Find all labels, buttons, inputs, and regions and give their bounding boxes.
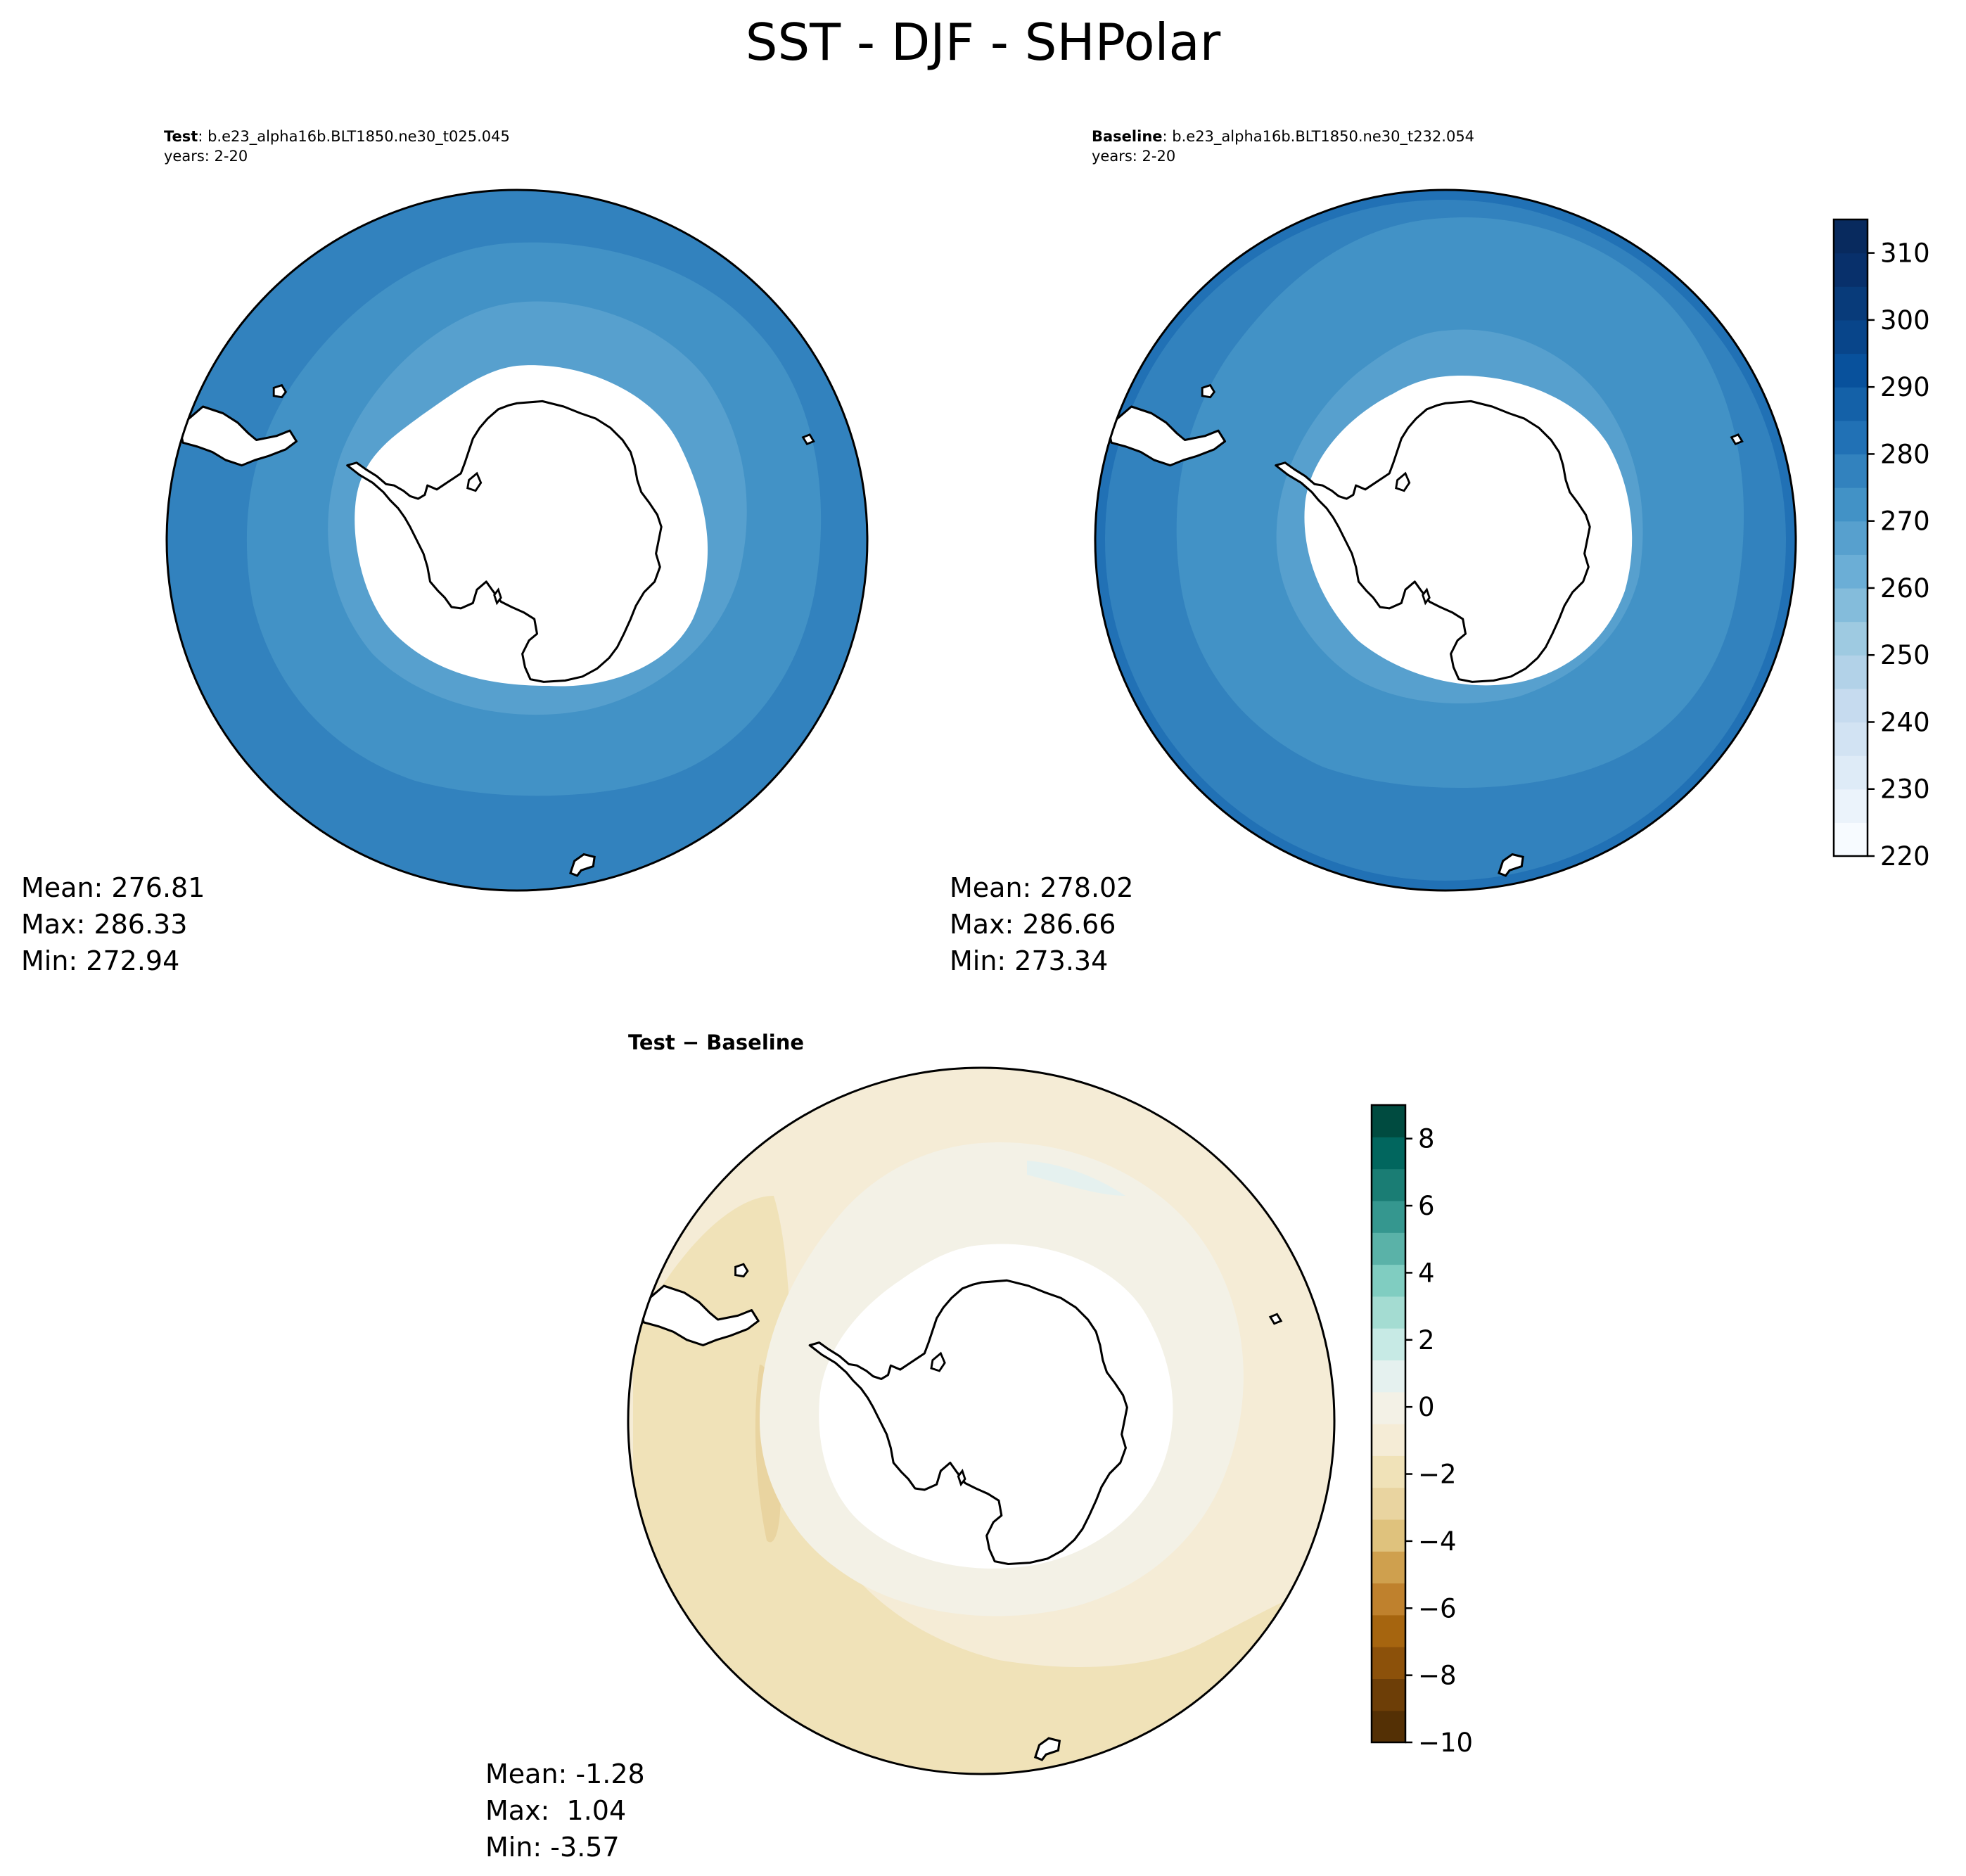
diff-colorbar-color-segment: [1372, 1424, 1405, 1456]
sst-colorbar-tick-label: 270: [1880, 506, 1930, 537]
test-mean: Mean: 276.81: [21, 872, 205, 903]
sst-colorbar-color-segment: [1834, 219, 1868, 254]
sst-colorbar-tick-label: 260: [1880, 573, 1930, 604]
diff-colorbar-color-segment: [1372, 1551, 1405, 1584]
sst-colorbar-color-segment: [1834, 286, 1868, 321]
diff-colorbar-frame: [1370, 1104, 1407, 1744]
difference-mean: Mean: -1.28: [485, 1759, 645, 1789]
sst-colorbar-tick-label: 230: [1880, 774, 1930, 805]
diff-colorbar-color-segment: [1372, 1519, 1405, 1552]
diff-colorbar-tick-label: 4: [1418, 1258, 1435, 1288]
sst-colorbar-frame: [1832, 218, 1869, 857]
sst-colorbar-color-segment: [1834, 722, 1868, 756]
diff-colorbar-tick-label: 2: [1418, 1325, 1435, 1355]
diff-blue-tint: [1027, 1161, 1125, 1196]
diff-colorbar-tick-label: 0: [1418, 1392, 1435, 1422]
diff-colorbar-tick-label: −2: [1418, 1460, 1457, 1490]
difference-min: Min: -3.57: [485, 1832, 620, 1863]
sst-colorbar-color-segment: [1834, 554, 1868, 589]
sst-colorbar-color-segment: [1834, 755, 1868, 790]
diff-colorbar-tick-label: −8: [1418, 1661, 1457, 1691]
diff-colorbar-color-segment: [1372, 1296, 1405, 1329]
sst-colorbar-color-segment: [1834, 655, 1868, 689]
diff-colorbar-color-segment: [1372, 1487, 1405, 1520]
sst-colorbar-color-segment: [1834, 454, 1868, 488]
sst-colorbar-color-segment: [1834, 822, 1868, 857]
difference-map: [628, 1068, 1334, 1774]
sst-colorbar-color-segment: [1834, 621, 1868, 656]
baseline-map: [1095, 190, 1796, 891]
baseline-stats: Mean: 278.02 Max: 286.66 Min: 273.34: [950, 869, 1133, 979]
diff-band-west: [633, 1196, 1334, 1774]
sst-colorbar-color-segment: [1834, 420, 1868, 455]
baseline-min: Min: 273.34: [950, 945, 1109, 976]
difference-stats: Mean: -1.28 Max: 1.04 Min: -3.57: [485, 1756, 645, 1865]
sst-colorbar-color-segment: [1834, 789, 1868, 823]
sst-colorbar-color-segment: [1834, 353, 1868, 388]
diff-colorbar-color-segment: [1372, 1678, 1405, 1711]
diff-colorbar-tick-label: −4: [1418, 1526, 1457, 1557]
test-max: Max: 286.33: [21, 909, 188, 940]
diff-colorbar-color-segment: [1372, 1200, 1405, 1233]
figure-title: SST - DJF - SHPolar: [745, 13, 1221, 72]
difference-map-boundary: [627, 1066, 1336, 1775]
test-label-case: : b.e23_alpha16b.BLT1850.ne30_t025.045: [198, 128, 510, 145]
diff-colorbar-color-segment: [1372, 1168, 1405, 1201]
diff-colorbar-tick-label: 8: [1418, 1124, 1435, 1154]
diff-colorbar-tick-label: −6: [1418, 1593, 1457, 1623]
test-min: Min: 272.94: [21, 945, 180, 976]
sst-colorbar-tick-label: 310: [1880, 238, 1930, 269]
baseline-max: Max: 286.66: [950, 909, 1116, 940]
test-map-boundary: [165, 189, 869, 892]
test-years: years: 2-20: [164, 148, 248, 165]
sst-colorbar-color-segment: [1834, 319, 1868, 355]
sst-colorbar-color-segment: [1834, 587, 1868, 623]
diff-colorbar-color-segment: [1372, 1614, 1405, 1647]
diff-colorbar-color-segment: [1372, 1137, 1405, 1170]
test-stats: Mean: 276.81 Max: 286.33 Min: 272.94: [21, 869, 205, 979]
diff-colorbar-color-segment: [1372, 1232, 1405, 1265]
baseline-label-case: : b.e23_alpha16b.BLT1850.ne30_t232.054: [1162, 128, 1475, 145]
diff-colorbar-color-segment: [1372, 1710, 1405, 1743]
sst-colorbar-tick-label: 240: [1880, 707, 1930, 737]
test-label: Test: b.e23_alpha16b.BLT1850.ne30_t025.0…: [164, 127, 510, 166]
baseline-label: Baseline: b.e23_alpha16b.BLT1850.ne30_t2…: [1092, 127, 1474, 166]
diff-colorbar-color-segment: [1372, 1328, 1405, 1360]
sst-colorbar-color-segment: [1834, 253, 1868, 287]
diff-colorbar-color-segment: [1372, 1264, 1405, 1297]
diff-colorbar-color-segment: [1372, 1391, 1405, 1424]
sst-colorbar-tick-label: 290: [1880, 372, 1930, 402]
sst-colorbar-tick-label: 280: [1880, 439, 1930, 469]
sst-colorbar-tick-label: 220: [1880, 841, 1930, 872]
baseline-mean: Mean: 278.02: [950, 872, 1134, 903]
test-label-bold: Test: [164, 128, 198, 145]
sst-colorbar-tick-label: 250: [1880, 640, 1930, 670]
diff-colorbar-color-segment: [1372, 1360, 1405, 1393]
diff-colorbar-color-segment: [1372, 1105, 1405, 1137]
baseline-label-bold: Baseline: [1092, 128, 1163, 145]
diff-colorbar-tick-label: −10: [1418, 1728, 1473, 1758]
sst-colorbar: 220 230 240 250 260 270 280 290 300 310: [1832, 218, 1930, 872]
sst-colorbar-tick-label: 300: [1880, 305, 1930, 336]
difference-label: Test − Baseline: [628, 1030, 805, 1054]
diff-colorbar-color-segment: [1372, 1583, 1405, 1616]
sst-colorbar-color-segment: [1834, 521, 1868, 555]
diff-colorbar: −10 −8 −6 −4 −2 0 2 4 6 8: [1370, 1104, 1473, 1758]
baseline-years: years: 2-20: [1092, 148, 1176, 165]
test-map: [167, 190, 867, 891]
diff-colorbar-tick-label: 6: [1418, 1191, 1435, 1221]
sst-colorbar-color-segment: [1834, 487, 1868, 522]
diff-colorbar-color-segment: [1372, 1455, 1405, 1488]
diff-colorbar-color-segment: [1372, 1647, 1405, 1679]
sst-colorbar-color-segment: [1834, 688, 1868, 723]
baseline-map-boundary: [1094, 189, 1797, 892]
sst-colorbar-color-segment: [1834, 387, 1868, 421]
difference-max: Max: 1.04: [485, 1795, 627, 1826]
